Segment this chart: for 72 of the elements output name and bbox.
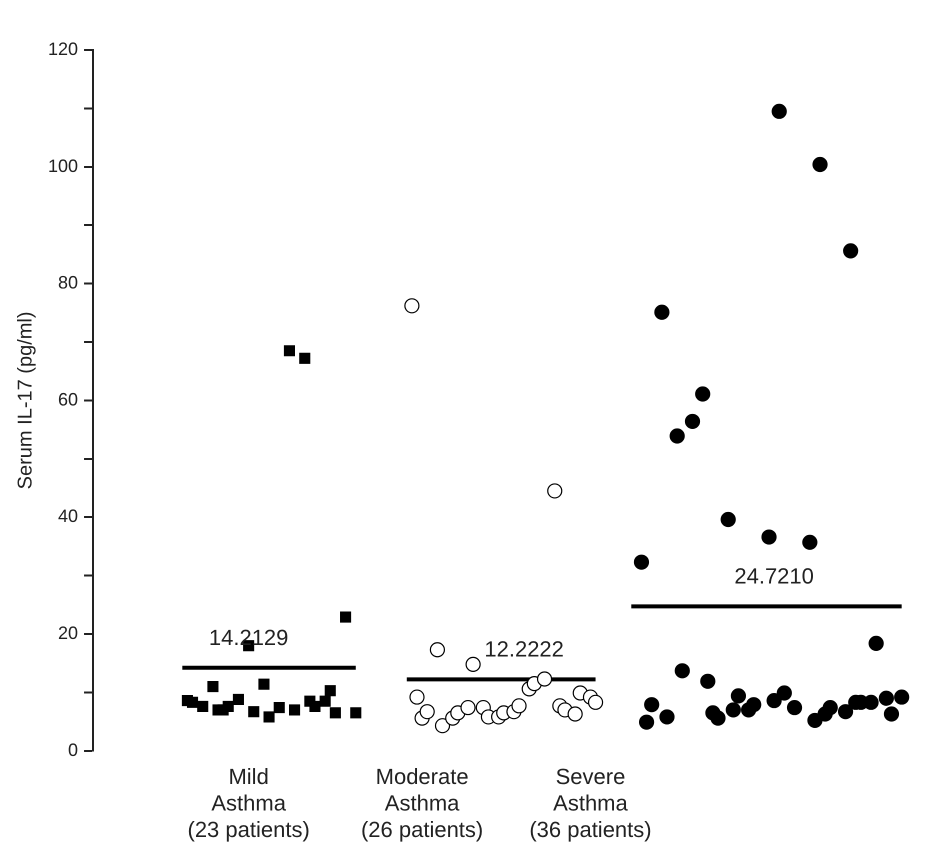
y-tick-label: 60 xyxy=(58,389,78,410)
point xyxy=(197,700,208,712)
point xyxy=(878,690,894,706)
point xyxy=(674,663,690,678)
point xyxy=(710,710,726,726)
point xyxy=(460,700,476,716)
point xyxy=(812,156,828,172)
y-tick-label: 0 xyxy=(68,740,78,760)
point xyxy=(340,612,352,623)
point xyxy=(684,414,700,430)
point xyxy=(284,345,295,356)
x-tick-label: Mild Asthma (23 patients) xyxy=(187,764,310,842)
point xyxy=(720,512,736,528)
point xyxy=(761,529,777,545)
point xyxy=(186,696,198,708)
point xyxy=(746,697,762,712)
point xyxy=(299,352,310,364)
y-tick-label: 100 xyxy=(48,156,78,176)
point xyxy=(320,696,331,707)
point xyxy=(430,642,446,658)
point xyxy=(807,712,823,728)
y-tick-label: 20 xyxy=(58,622,78,643)
point xyxy=(330,707,341,718)
point xyxy=(547,483,562,499)
point xyxy=(222,700,234,712)
point xyxy=(838,704,854,720)
point xyxy=(289,704,300,716)
point xyxy=(730,688,746,704)
y-tick-label: 120 xyxy=(48,38,78,59)
point xyxy=(786,700,802,716)
point xyxy=(409,689,425,705)
point xyxy=(776,685,792,701)
point xyxy=(258,678,270,690)
point xyxy=(263,711,275,722)
y-tick-label: 80 xyxy=(58,272,78,293)
point xyxy=(659,709,675,725)
point xyxy=(248,706,260,718)
point xyxy=(568,706,583,722)
point xyxy=(466,656,481,672)
point xyxy=(868,636,884,651)
point xyxy=(309,700,321,712)
data-label: 24.7210 xyxy=(734,563,814,588)
point xyxy=(638,714,654,730)
point xyxy=(894,689,910,705)
point xyxy=(511,698,527,714)
point xyxy=(772,104,787,119)
point xyxy=(766,692,782,708)
point xyxy=(822,700,838,716)
point xyxy=(536,671,552,687)
point xyxy=(274,702,285,714)
point xyxy=(350,707,362,718)
point xyxy=(588,694,604,710)
point xyxy=(670,428,685,444)
point xyxy=(843,243,858,258)
point xyxy=(644,697,660,712)
point xyxy=(654,304,670,320)
point xyxy=(404,298,420,314)
point xyxy=(324,685,336,696)
point xyxy=(700,674,716,689)
x-tick-label: Moderate Asthma (26 patients) xyxy=(360,764,484,842)
point xyxy=(207,681,218,692)
y-tick-label: 40 xyxy=(58,506,78,526)
point xyxy=(695,386,710,402)
point xyxy=(802,534,818,550)
x-tick-label: Severe Asthma (36 patients) xyxy=(529,764,652,842)
point xyxy=(420,704,435,720)
point xyxy=(634,554,650,570)
point xyxy=(884,706,900,722)
data-label: 12.2222 xyxy=(484,636,564,662)
y-axis-title: Serum IL-17 (pg/ml) xyxy=(14,311,37,490)
point xyxy=(232,694,244,705)
point xyxy=(726,702,741,718)
